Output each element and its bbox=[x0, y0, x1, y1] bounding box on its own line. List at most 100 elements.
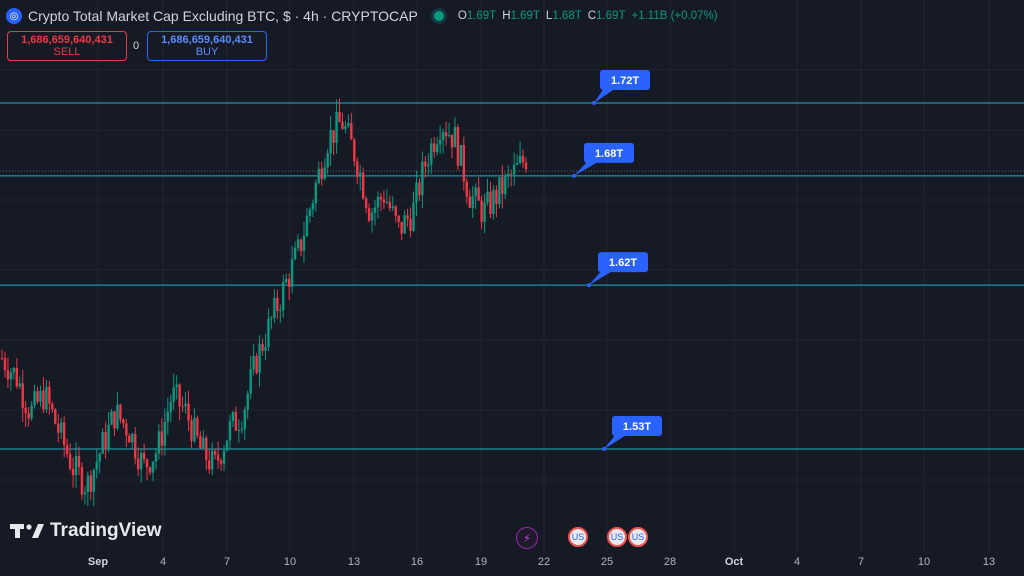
candle-body bbox=[98, 453, 101, 462]
candle-body bbox=[216, 454, 220, 461]
candle-body bbox=[54, 409, 57, 424]
candle-body bbox=[264, 347, 267, 351]
candle-body bbox=[498, 177, 501, 204]
candle-body bbox=[394, 206, 397, 216]
candle-body bbox=[385, 201, 389, 203]
candle-body bbox=[68, 454, 72, 469]
ohlc-values: O1.69T H1.69T L1.68T C1.69T +1.11B (+0.0… bbox=[457, 10, 718, 22]
sell-price: 1,686,659,640,431 bbox=[21, 34, 113, 46]
candle-body bbox=[424, 161, 427, 167]
level-callout-box bbox=[598, 252, 648, 273]
candle-body bbox=[453, 127, 457, 148]
candle-body bbox=[258, 343, 261, 373]
candle-body bbox=[388, 201, 392, 209]
low-value: 1.68T bbox=[552, 10, 582, 22]
x-axis-tick-label: 22 bbox=[537, 556, 551, 568]
candle-body bbox=[169, 401, 172, 412]
candle-body bbox=[515, 162, 519, 165]
x-axis-tick-label: 7 bbox=[857, 556, 865, 568]
candle-body bbox=[27, 413, 30, 419]
candle-body bbox=[107, 424, 110, 449]
candle-body bbox=[42, 390, 45, 410]
spread-value: 0 bbox=[133, 40, 140, 52]
candle-body bbox=[512, 164, 516, 175]
candle-body bbox=[305, 215, 309, 237]
us-flag-icon[interactable]: US bbox=[628, 527, 648, 547]
candle-body bbox=[255, 355, 258, 373]
level-callout-label: 1.62T bbox=[609, 257, 637, 269]
candle-body bbox=[433, 143, 436, 153]
symbol-logo-icon[interactable]: ◎ bbox=[6, 8, 22, 24]
candle-body bbox=[444, 132, 448, 137]
candle-body bbox=[400, 221, 403, 234]
candle-body bbox=[480, 200, 483, 222]
buy-button[interactable]: 1,686,659,640,431 BUY bbox=[147, 31, 267, 61]
flash-icon[interactable]: ⚡ bbox=[516, 527, 538, 549]
x-axis-tick-label: 10 bbox=[917, 556, 931, 568]
candle-body bbox=[136, 458, 140, 470]
candle-body bbox=[163, 421, 167, 446]
us-flag-icon[interactable]: US bbox=[607, 527, 627, 547]
candle-body bbox=[483, 202, 486, 222]
chart-title[interactable]: Crypto Total Market Cap Excluding BTC, $… bbox=[28, 8, 418, 24]
candle-body bbox=[154, 453, 158, 462]
candle-body bbox=[459, 144, 463, 166]
candle-body bbox=[101, 432, 104, 454]
candle-body bbox=[30, 405, 33, 419]
candle-body bbox=[418, 182, 421, 196]
candle-body bbox=[356, 161, 359, 177]
candle-body bbox=[3, 358, 7, 371]
candle-body bbox=[353, 139, 356, 162]
candle-body bbox=[240, 429, 243, 431]
x-axis-tick-label: 4 bbox=[793, 556, 801, 568]
candle-body bbox=[65, 445, 69, 455]
candle-body bbox=[33, 391, 36, 406]
candle-body bbox=[486, 191, 489, 203]
candle-body bbox=[225, 440, 229, 451]
candle-body bbox=[296, 239, 300, 248]
candle-body bbox=[219, 460, 223, 464]
candle-body bbox=[24, 407, 27, 414]
candle-body bbox=[326, 153, 329, 168]
candle-body bbox=[344, 125, 347, 129]
candle-body bbox=[104, 432, 107, 449]
candle-body bbox=[18, 383, 21, 387]
change-value: +1.11B (+0.07%) bbox=[631, 10, 718, 22]
level-callout-box bbox=[612, 416, 662, 436]
candle-body bbox=[285, 279, 288, 283]
candle-body bbox=[412, 202, 415, 231]
candle-body bbox=[45, 386, 48, 410]
candle-body bbox=[279, 310, 282, 312]
market-status-icon[interactable] bbox=[433, 11, 444, 21]
candle-body bbox=[427, 164, 430, 167]
chart-header: ◎ Crypto Total Market Cap Excluding BTC,… bbox=[6, 6, 718, 26]
candle-body bbox=[193, 417, 196, 442]
candle-body bbox=[302, 236, 306, 251]
candle-body bbox=[48, 386, 51, 404]
x-axis-tick-label: 28 bbox=[663, 556, 677, 568]
candle-body bbox=[6, 370, 10, 380]
candle-body bbox=[184, 403, 187, 407]
candle-body bbox=[509, 173, 513, 175]
candle-body bbox=[51, 403, 54, 410]
candle-body bbox=[409, 218, 412, 231]
candle-body bbox=[435, 144, 439, 153]
candle-body bbox=[450, 134, 454, 148]
us-flag-icon[interactable]: US bbox=[568, 527, 588, 547]
candle-body bbox=[373, 207, 377, 213]
candle-body bbox=[273, 297, 276, 318]
candle-body bbox=[0, 357, 4, 359]
candle-body bbox=[110, 411, 113, 425]
level-callout-box bbox=[584, 142, 634, 163]
candle-body bbox=[438, 139, 442, 145]
open-value: 1.69T bbox=[466, 10, 497, 22]
candle-body bbox=[92, 469, 95, 492]
close-value: 1.69T bbox=[596, 10, 626, 22]
sell-button[interactable]: 1,686,659,640,431 SELL bbox=[7, 31, 127, 61]
candle-body bbox=[210, 450, 214, 470]
candle-body bbox=[311, 203, 315, 210]
tradingview-logo[interactable]: TradingView bbox=[10, 520, 162, 542]
candle-body bbox=[359, 172, 362, 177]
